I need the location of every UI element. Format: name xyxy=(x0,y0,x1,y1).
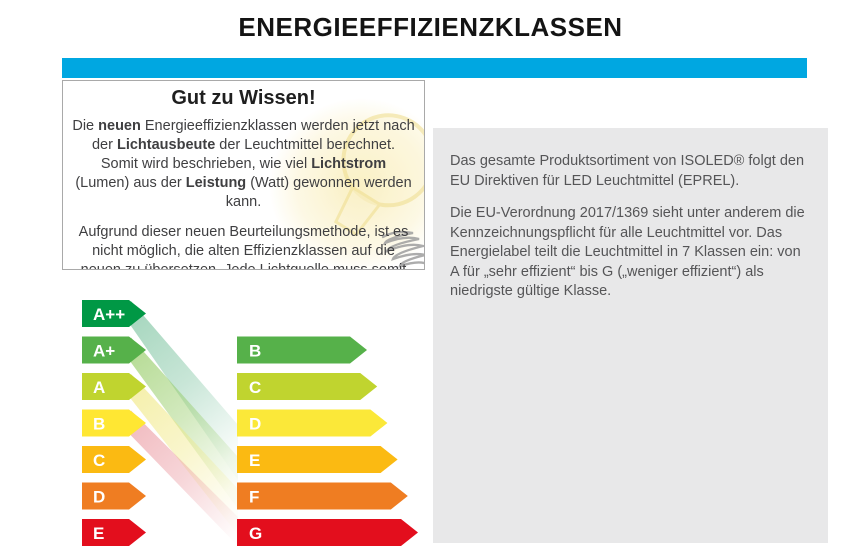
accent-bar xyxy=(62,58,807,78)
energy-arrow-old-label: E xyxy=(93,524,104,543)
energy-arrow-new-B xyxy=(237,336,367,364)
info-box-paragraph-2: Aufgrund dieser neuen Beurteilungsmethod… xyxy=(78,224,409,270)
energy-arrow-new-label: B xyxy=(249,342,261,361)
energy-arrow-old-A xyxy=(82,373,146,400)
energy-arrow-new-D xyxy=(237,409,388,437)
energy-arrow-old-A++ xyxy=(82,300,146,327)
energy-arrow-old-D xyxy=(82,482,146,510)
energy-arrow-new-label: G xyxy=(249,524,262,543)
energy-arrow-new-label: D xyxy=(249,415,261,434)
energy-arrow-new-G xyxy=(237,519,418,546)
info-box: Gut zu Wissen! Die neuen Energieeffizien… xyxy=(62,80,425,270)
side-panel-paragraph-2: Die EU-Verordnung 2017/1369 sieht unter … xyxy=(450,205,805,299)
energy-arrow-old-label: D xyxy=(93,488,105,507)
energy-arrow-new-label: C xyxy=(249,378,261,397)
transition-band-B xyxy=(131,410,238,546)
energy-arrow-old-A+ xyxy=(82,336,146,364)
energy-arrow-old-label: A xyxy=(93,378,105,397)
energy-arrow-old-label: C xyxy=(93,451,105,470)
info-box-heading: Gut zu Wissen! xyxy=(171,87,316,109)
energy-arrow-old-C xyxy=(82,446,146,473)
energy-arrow-new-label: F xyxy=(249,488,259,507)
page-title: ENERGIEEFFIZIENZKLASSEN xyxy=(238,12,623,42)
side-panel-paragraph-1: Das gesamte Produktsortiment von ISOLED®… xyxy=(450,153,805,189)
energy-arrow-old-label: A+ xyxy=(93,342,115,361)
side-panel: Das gesamte Produktsortiment von ISOLED®… xyxy=(433,128,828,543)
energy-arrow-new-E xyxy=(237,446,398,473)
info-box-paragraph-1: Die neuen Energieeffizienzklassen werden… xyxy=(72,118,415,210)
energy-arrow-old-label: B xyxy=(93,415,105,434)
energy-arrow-old-B xyxy=(82,409,146,437)
light-bulb-sketch-icon xyxy=(269,98,424,269)
energy-arrow-old-E xyxy=(82,519,146,546)
energy-arrow-new-C xyxy=(237,373,378,400)
energy-arrow-old-label: A++ xyxy=(93,305,125,324)
energy-arrow-new-label: E xyxy=(249,451,260,470)
energy-arrow-new-F xyxy=(237,482,408,510)
